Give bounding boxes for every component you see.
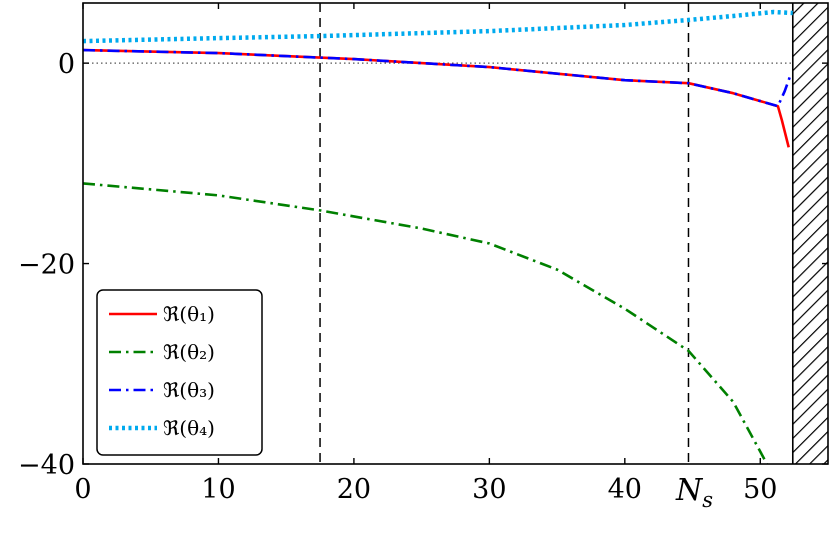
series-line-3 bbox=[83, 48, 792, 108]
x-tick-label: 10 bbox=[201, 474, 235, 505]
x-tick-label: 20 bbox=[337, 474, 371, 505]
legend-label-3: ℜ(θ₃) bbox=[163, 378, 215, 402]
series-line-4 bbox=[83, 9, 793, 44]
axes-frame bbox=[82, 2, 829, 465]
y-tick-label: −40 bbox=[18, 450, 75, 481]
series-line-2 bbox=[83, 182, 769, 464]
plot-background-layer bbox=[83, 3, 828, 464]
x-axis-title: Ns bbox=[675, 473, 713, 512]
legend-label-1: ℜ(θ₁) bbox=[163, 302, 215, 326]
axes-layer: 0 10 20 30 40 50 −40 −20 0 bbox=[18, 2, 829, 505]
x-axis-title-main: N bbox=[675, 473, 704, 508]
y-tick-label: 0 bbox=[58, 49, 75, 80]
legend: ℜ(θ₁) ℜ(θ₂) ℜ(θ₃) ℜ(θ₄) bbox=[96, 289, 263, 456]
x-tick-label: 50 bbox=[743, 474, 777, 505]
legend-label-4: ℜ(θ₄) bbox=[163, 416, 215, 440]
hatched-region bbox=[792, 3, 828, 464]
series-layer bbox=[83, 9, 793, 464]
x-tick-label: 0 bbox=[74, 474, 91, 505]
legend-label-2: ℜ(θ₂) bbox=[163, 340, 215, 364]
x-axis-title-subscript: s bbox=[702, 488, 713, 512]
x-tick-label: 30 bbox=[472, 474, 506, 505]
x-tick-label: 40 bbox=[608, 474, 642, 505]
y-tick-label: −20 bbox=[18, 250, 75, 281]
legend-box bbox=[96, 289, 263, 456]
